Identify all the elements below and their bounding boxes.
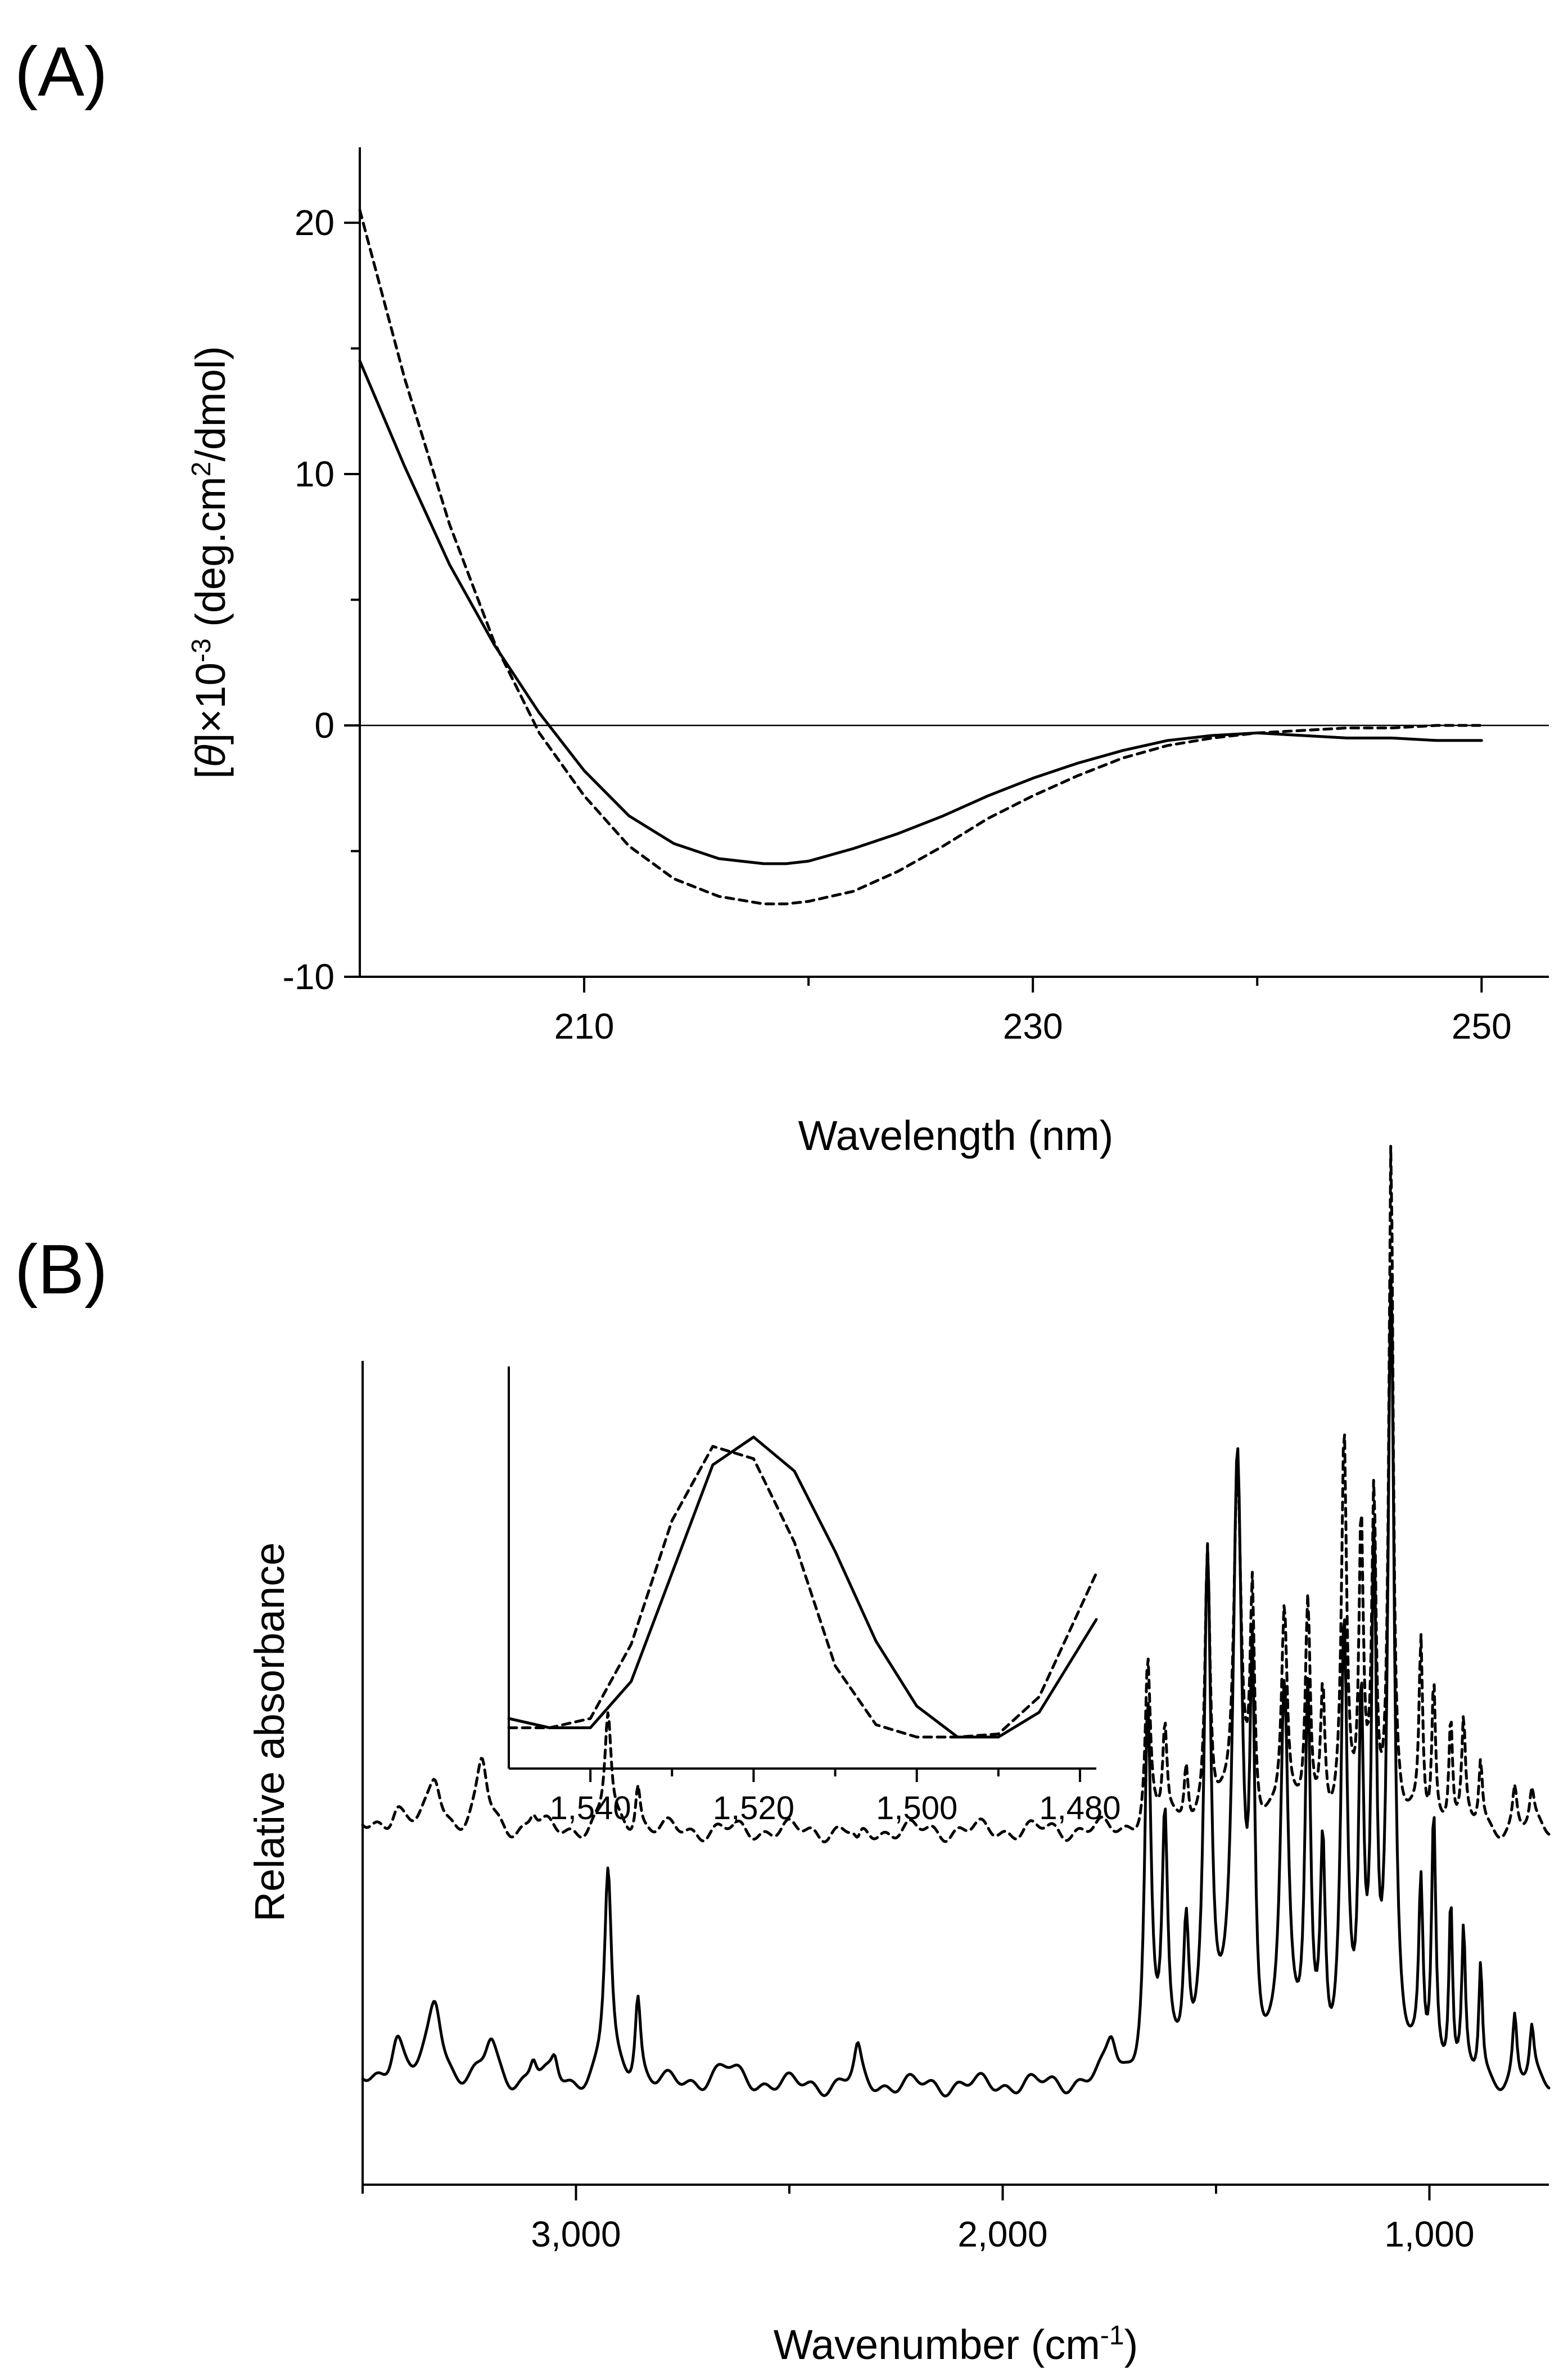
series-dashed (358, 209, 1483, 905)
y-title-theta: θ (187, 745, 234, 767)
panel-a: (A) -10 0 10 20 210 230 250 Wavelength (nm) [θ… (15, 33, 1549, 1159)
inset-series (507, 1436, 1098, 1739)
y-title-units-exponent: 2 (187, 462, 216, 477)
panel-a-y-axis-title: [θ]×10-3 (deg.cm2/dmol) (187, 346, 234, 779)
y-tick-label: 10 (295, 454, 335, 494)
x-tick-label: 3,000 (531, 2214, 621, 2254)
x-title-close: ) (1124, 2321, 1138, 2368)
series-solid (361, 1275, 1551, 2098)
y-title-exponent: -3 (187, 638, 216, 662)
y-tick-label: 0 (314, 705, 335, 746)
y-tick-label: -10 (283, 957, 335, 997)
series-solid (358, 359, 1483, 865)
y-tick-label: 20 (295, 202, 335, 243)
inset-series-dashed (507, 1445, 1098, 1739)
inset-series-solid (507, 1436, 1098, 1739)
x-title-text: Wavenumber (cm (774, 2321, 1100, 2368)
panel-b-label: (B) (15, 1231, 107, 1309)
x-tick-label: 1,000 (1384, 2214, 1474, 2254)
panel-a-axes: -10 0 10 20 210 230 250 (283, 147, 1549, 1047)
x-tick-label: 230 (1003, 1006, 1063, 1047)
inset-x-tick-label: 1,500 (876, 1790, 957, 1826)
series-dashed (361, 1144, 1551, 1843)
y-title-units: (deg.cm (187, 476, 234, 638)
y-title-multiplier: ]×10 (187, 662, 234, 745)
x-tick-label: 250 (1452, 1006, 1512, 1047)
panel-b: (B) 3,000 2,000 1,000 Wavenumber (cm-1) Re… (15, 1144, 1551, 2369)
panel-b-axes: 3,000 2,000 1,000 (362, 1361, 1549, 2254)
x-tick-label: 2,000 (957, 2214, 1047, 2254)
panel-b-x-axis-title: Wavenumber (cm-1) (774, 2321, 1138, 2369)
panel-a-label: (A) (15, 33, 107, 111)
x-title-exponent: -1 (1100, 2321, 1124, 2351)
inset-x-tick-label: 1,480 (1039, 1790, 1120, 1826)
y-title-open: [ (187, 767, 234, 779)
inset-x-tick-label: 1,520 (713, 1790, 794, 1826)
x-tick-label: 210 (554, 1006, 614, 1047)
inset-x-tick-label: 1,540 (550, 1790, 631, 1826)
inset-axes: 1,540 1,520 1,500 1,480 (508, 1366, 1121, 1826)
panel-b-series (361, 1144, 1551, 2098)
y-title-units-end: /dmol) (187, 346, 234, 462)
panel-b-y-axis-title: Relative absorbance (246, 1542, 293, 1922)
panel-a-x-axis-title: Wavelength (nm) (798, 1112, 1114, 1159)
panel-a-series (358, 209, 1483, 905)
